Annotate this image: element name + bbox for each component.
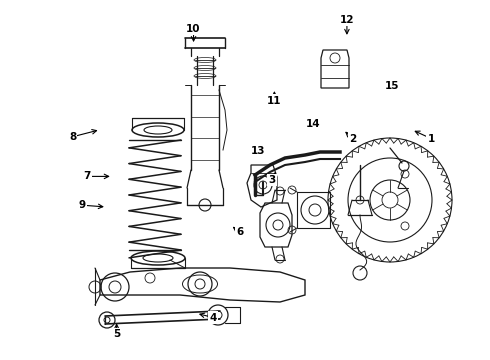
Text: 1: 1	[428, 134, 435, 144]
Text: 6: 6	[237, 227, 244, 237]
Text: 3: 3	[269, 175, 275, 185]
Text: 4: 4	[209, 312, 217, 323]
Text: 7: 7	[83, 171, 91, 181]
Text: 11: 11	[267, 96, 282, 106]
Text: 13: 13	[251, 146, 266, 156]
Text: 2: 2	[349, 134, 356, 144]
Text: 9: 9	[79, 200, 86, 210]
Text: 8: 8	[69, 132, 76, 142]
Text: 14: 14	[306, 119, 321, 129]
Text: 10: 10	[186, 24, 201, 34]
Text: 5: 5	[113, 329, 120, 339]
Text: 15: 15	[385, 81, 399, 91]
Text: 12: 12	[340, 15, 354, 25]
